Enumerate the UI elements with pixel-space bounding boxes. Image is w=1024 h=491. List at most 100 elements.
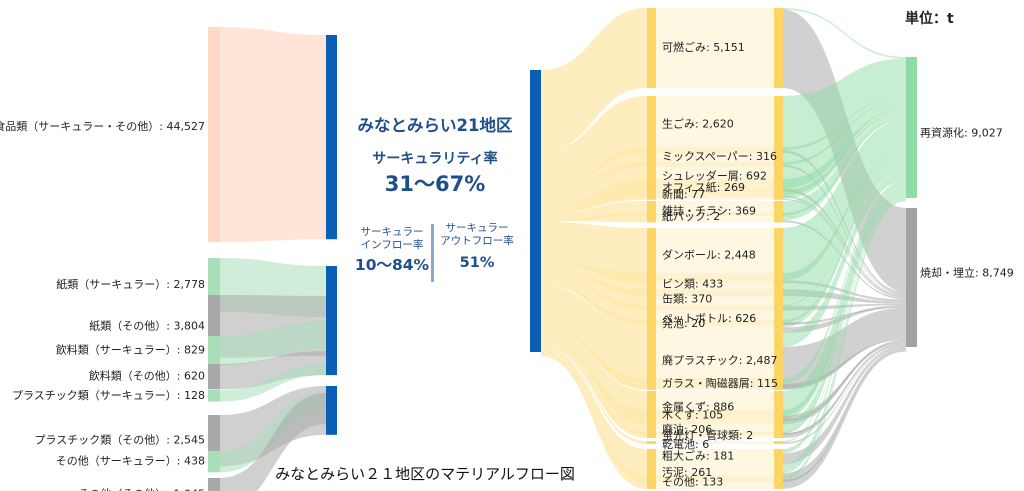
inflow-rate-label: サーキュラー インフロー率: [352, 226, 432, 252]
to-burn-flow: [783, 344, 906, 435]
to-recycle-flow: [783, 158, 906, 307]
waste-label: ミックスペーパー: 316: [662, 150, 777, 163]
waste-bridge: [656, 378, 774, 390]
flow-nodes: [208, 8, 917, 491]
hub-to-waste-flow: [541, 213, 647, 222]
to-burn-flow: [783, 347, 906, 483]
hub-to-waste-flow: [541, 346, 647, 444]
waste-node-mirror: [774, 432, 783, 435]
waste-label: 発泡: 20: [662, 316, 705, 330]
waste-bridge: [656, 147, 774, 167]
waste-bridge: [656, 432, 774, 435]
input-label: 食品類（サーキュラー・その他）: 44,527: [0, 119, 205, 133]
hub-to-waste-flow: [541, 283, 647, 325]
waste-node-mirror: [774, 213, 783, 216]
waste-bridge: [656, 422, 774, 438]
output-label: 再資源化: 9,027: [920, 126, 1003, 140]
waste-node: [647, 228, 656, 284]
waste-bridge: [656, 162, 774, 192]
input-label: プラスチック類（サーキュラー）: 128: [12, 389, 205, 402]
circularity-label: サーキュラリティ率: [372, 151, 498, 167]
to-recycle-flow: [783, 180, 906, 384]
waste-bridge: [656, 305, 774, 333]
to-recycle-flow: [783, 193, 906, 434]
waste-label: ダンボール: 2,448: [662, 248, 756, 262]
waste-node: [647, 179, 656, 198]
outflow-rate-value: 51%: [459, 255, 495, 271]
hub-output-bar: [530, 70, 541, 352]
output-label: 焼却・埋立: 8,749: [920, 266, 1014, 280]
waste-bridge: [656, 179, 774, 198]
waste-label: シュレッダー屑: 692: [662, 169, 767, 183]
waste-label: 乾電池: 6: [662, 438, 709, 451]
waste-node: [647, 162, 656, 192]
waste-node: [647, 410, 656, 422]
input-label: 紙類（サーキュラー）: 2,778: [56, 277, 205, 291]
waste-node: [647, 190, 656, 200]
hub-to-waste-flow: [541, 162, 647, 210]
waste-node-mirror: [774, 273, 783, 297]
waste-node: [647, 273, 656, 297]
to-recycle-flow: [783, 197, 906, 454]
waste-node-mirror: [774, 320, 783, 325]
to-recycle-flow: [783, 198, 906, 474]
hub-to-waste-flow: [541, 201, 647, 223]
waste-node-mirror: [774, 464, 783, 483]
hub-to-waste-flow: [541, 179, 647, 214]
waste-bridge: [656, 273, 774, 297]
to-recycle-flow: [783, 163, 906, 328]
waste-node-mirror: [774, 162, 783, 192]
hub-segment: [326, 364, 337, 375]
inflow-label-line1: サーキュラー: [360, 226, 424, 238]
waste-node-mirror: [774, 305, 783, 333]
hub-segment: [326, 266, 337, 318]
waste-bridge: [656, 391, 774, 425]
input-label: プラスチック類（その他）: 2,545: [35, 434, 205, 447]
hub-to-waste-flow: [541, 354, 647, 489]
input-node: [208, 27, 220, 242]
to-burn-flow: [783, 307, 906, 389]
waste-bridge: [656, 320, 774, 325]
hub-to-waste-flow: [541, 8, 647, 152]
to-recycle-flow: [783, 170, 906, 323]
waste-node-mirror: [774, 8, 783, 88]
waste-bridge: [656, 213, 774, 216]
inflow-rate-value: 10〜84%: [354, 256, 430, 274]
output-node-burn: [906, 208, 917, 347]
waste-label: 雑誌・チラシ: 369: [662, 204, 756, 218]
waste-node: [647, 378, 656, 390]
hub-segment: [326, 393, 337, 425]
waste-bridge: [656, 410, 774, 422]
waste-node: [647, 320, 656, 325]
hub-segment: [326, 35, 337, 240]
waste-label: 缶類: 370: [662, 292, 712, 306]
waste-node: [647, 449, 656, 464]
waste-node: [647, 391, 656, 425]
hub-to-waste-flow: [541, 190, 647, 215]
waste-node-mirror: [774, 201, 783, 223]
waste-label: 生ごみ: 2,620: [662, 117, 734, 131]
waste-node: [647, 464, 656, 483]
outflow-label-line1: サーキュラー: [445, 222, 509, 234]
waste-node-mirror: [774, 422, 783, 438]
input-flow: [220, 27, 326, 242]
outflow-label-line2: アウトフロー率: [440, 235, 514, 247]
input-node: [208, 336, 220, 366]
waste-node-mirror: [774, 391, 783, 425]
to-burn-flow: [783, 342, 906, 422]
circularity-value: 31〜67%: [384, 172, 486, 196]
unit-label: 単位：t: [905, 11, 954, 27]
hub-segment: [326, 351, 337, 376]
waste-label: オフィス紙: 269: [662, 180, 745, 194]
to-recycle-flow: [783, 119, 906, 281]
hub-to-waste-flow: [541, 347, 647, 464]
waste-node-mirror: [774, 190, 783, 200]
to-recycle-flow: [783, 118, 906, 216]
to-recycle-flow: [783, 196, 906, 443]
input-label: 紙類（その他）: 3,804: [89, 318, 205, 332]
waste-node-mirror: [774, 410, 783, 422]
hub-to-waste-flow: [541, 147, 647, 199]
hub-to-waste-flow: [541, 284, 647, 389]
waste-node-mirror: [774, 449, 783, 464]
